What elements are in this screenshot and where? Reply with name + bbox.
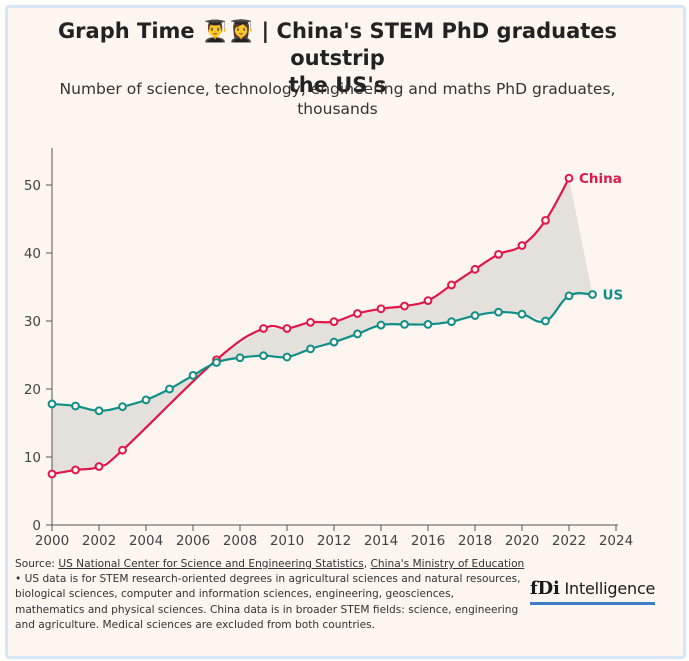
x-tick-label: 2004 xyxy=(129,533,163,549)
logo-text: Intelligence xyxy=(564,579,656,598)
marker-china-2003 xyxy=(118,445,127,455)
y-tick-label: 0 xyxy=(32,518,41,534)
marker-us-2019 xyxy=(494,307,503,317)
subtitle-line-1: Number of science, technology, engineeri… xyxy=(59,80,616,98)
marker-china-2013 xyxy=(353,309,362,318)
marker-us-2003 xyxy=(118,402,127,412)
marker-us-2018 xyxy=(470,311,480,320)
marker-us-2008 xyxy=(235,353,245,363)
x-tick-label: 2014 xyxy=(364,533,398,549)
logo-mark: fDi xyxy=(530,578,560,599)
marker-us-2014 xyxy=(376,320,386,330)
fdi-intelligence-logo: fDi Intelligence xyxy=(530,578,655,599)
marker-us-2001 xyxy=(71,401,80,411)
axes: 0 10 20 30 40 50 2000 2002 2004 2006 2008 2010 2012 2… xyxy=(24,148,633,549)
marker-us-2010 xyxy=(282,352,292,362)
y-tick-label: 40 xyxy=(24,246,41,262)
marker-us-2000 xyxy=(47,399,57,409)
marker-us-2023 xyxy=(588,290,597,299)
source-link-nces[interactable]: US National Center for Science and Engin… xyxy=(58,558,364,570)
marker-china-2010 xyxy=(282,324,292,333)
marker-us-2016 xyxy=(423,320,433,329)
marker-china-2014 xyxy=(376,304,386,314)
source-label: Source: xyxy=(15,558,59,570)
source-link-moe[interactable]: China's Ministry of Education xyxy=(370,558,525,570)
series-label-china: China xyxy=(579,171,622,187)
y-tick-label: 50 xyxy=(24,178,41,194)
y-tick-label: 30 xyxy=(24,314,41,330)
marker-us-2007 xyxy=(212,358,221,367)
source-note: Source: US National Center for Science a… xyxy=(15,557,525,633)
marker-us-2013 xyxy=(353,329,362,339)
marker-china-2002 xyxy=(94,462,104,471)
marker-us-2021 xyxy=(541,316,550,326)
marker-us-2015 xyxy=(400,320,409,329)
x-tick-label: 2020 xyxy=(505,533,539,549)
x-tick-label: 2002 xyxy=(82,533,116,549)
marker-china-2020 xyxy=(517,241,527,250)
marker-china-2022 xyxy=(564,173,574,183)
marker-us-2011 xyxy=(306,344,315,354)
title-line-1: Graph Time 👨‍🎓👩‍🎓 | China's STEM PhD gra… xyxy=(57,19,618,70)
x-tick-label: 2022 xyxy=(552,533,586,549)
marker-china-2019 xyxy=(494,249,503,259)
marker-us-2022 xyxy=(564,291,574,301)
marker-china-2016 xyxy=(423,296,433,306)
marker-us-2012 xyxy=(329,337,339,347)
x-tick-label: 2016 xyxy=(411,533,445,549)
marker-china-2001 xyxy=(71,465,80,475)
marker-us-2009 xyxy=(259,351,268,361)
source-separator: , xyxy=(363,558,371,570)
marker-china-2017 xyxy=(447,280,456,290)
x-tick-label: 2024 xyxy=(599,533,633,549)
marker-us-2005 xyxy=(165,384,174,394)
x-tick-label: 2018 xyxy=(458,533,492,549)
marker-us-2002 xyxy=(94,406,104,416)
marker-us-2004 xyxy=(141,395,151,405)
marker-us-2017 xyxy=(447,317,456,327)
marker-china-2018 xyxy=(470,264,480,274)
source-description: • US data is for STEM research-oriented … xyxy=(15,573,521,631)
x-tick-label: 2010 xyxy=(270,533,304,549)
marker-china-2015 xyxy=(400,301,409,311)
series-label-us: US xyxy=(603,287,624,303)
subtitle-line-2: thousands xyxy=(297,100,378,118)
x-tick-label: 2006 xyxy=(176,533,210,549)
series-markers xyxy=(47,173,597,479)
x-tick-label: 2012 xyxy=(317,533,351,549)
gap-area xyxy=(52,178,593,474)
marker-china-2012 xyxy=(329,317,339,327)
marker-china-2011 xyxy=(306,317,315,327)
chart-subtitle: Number of science, technology, engineeri… xyxy=(20,79,655,119)
x-tick-label: 2000 xyxy=(35,533,69,549)
chart-title: Graph Time 👨‍🎓👩‍🎓 | China's STEM PhD gra… xyxy=(20,18,655,99)
marker-china-2021 xyxy=(541,215,550,225)
x-tick-label: 2008 xyxy=(223,533,257,549)
logo-underline xyxy=(530,602,655,605)
marker-us-2006 xyxy=(188,371,198,380)
marker-china-2000 xyxy=(47,469,57,479)
y-tick-label: 20 xyxy=(24,382,41,398)
marker-us-2020 xyxy=(517,309,527,319)
title-line-2: the US's xyxy=(288,73,387,97)
y-tick-label: 10 xyxy=(24,450,41,466)
marker-china-2009 xyxy=(259,324,268,333)
